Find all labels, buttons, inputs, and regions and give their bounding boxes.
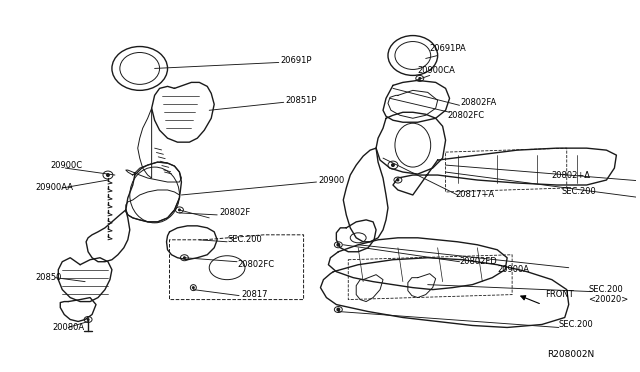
- Ellipse shape: [419, 77, 421, 80]
- Ellipse shape: [86, 318, 90, 321]
- Text: SEC.200: SEC.200: [589, 285, 623, 294]
- Text: 20802FD: 20802FD: [460, 257, 497, 266]
- Text: 20802FC: 20802FC: [237, 260, 274, 269]
- Text: 20817+A: 20817+A: [456, 190, 495, 199]
- Ellipse shape: [183, 256, 186, 259]
- Text: SEC.200: SEC.200: [227, 235, 262, 244]
- Text: 20817: 20817: [241, 290, 268, 299]
- Ellipse shape: [337, 243, 340, 247]
- Ellipse shape: [337, 308, 340, 311]
- Ellipse shape: [396, 179, 399, 182]
- Text: 20900C: 20900C: [51, 161, 83, 170]
- Text: 20900A: 20900A: [497, 265, 529, 274]
- Text: 20802F: 20802F: [219, 208, 250, 217]
- Text: 20080A: 20080A: [52, 323, 84, 332]
- Text: R208002N: R208002N: [547, 350, 594, 359]
- Text: 20691P: 20691P: [281, 56, 312, 65]
- Text: <20020>: <20020>: [589, 295, 629, 304]
- Text: 20802+Δ: 20802+Δ: [552, 170, 591, 180]
- Text: 20900: 20900: [319, 176, 345, 185]
- Text: SEC.200: SEC.200: [562, 187, 596, 196]
- Text: 20900AA: 20900AA: [35, 183, 74, 192]
- Ellipse shape: [391, 163, 395, 167]
- Text: 20851P: 20851P: [285, 96, 317, 105]
- Text: 20691PA: 20691PA: [429, 44, 467, 53]
- Ellipse shape: [106, 173, 110, 177]
- Text: 20802FA: 20802FA: [461, 98, 497, 107]
- Text: FRONT: FRONT: [545, 290, 573, 299]
- Ellipse shape: [178, 208, 181, 211]
- Ellipse shape: [192, 286, 195, 289]
- Text: 20900CA: 20900CA: [418, 66, 456, 75]
- Text: SEC.200: SEC.200: [559, 320, 593, 329]
- Text: 20802FC: 20802FC: [447, 111, 484, 120]
- Text: 20850: 20850: [35, 273, 62, 282]
